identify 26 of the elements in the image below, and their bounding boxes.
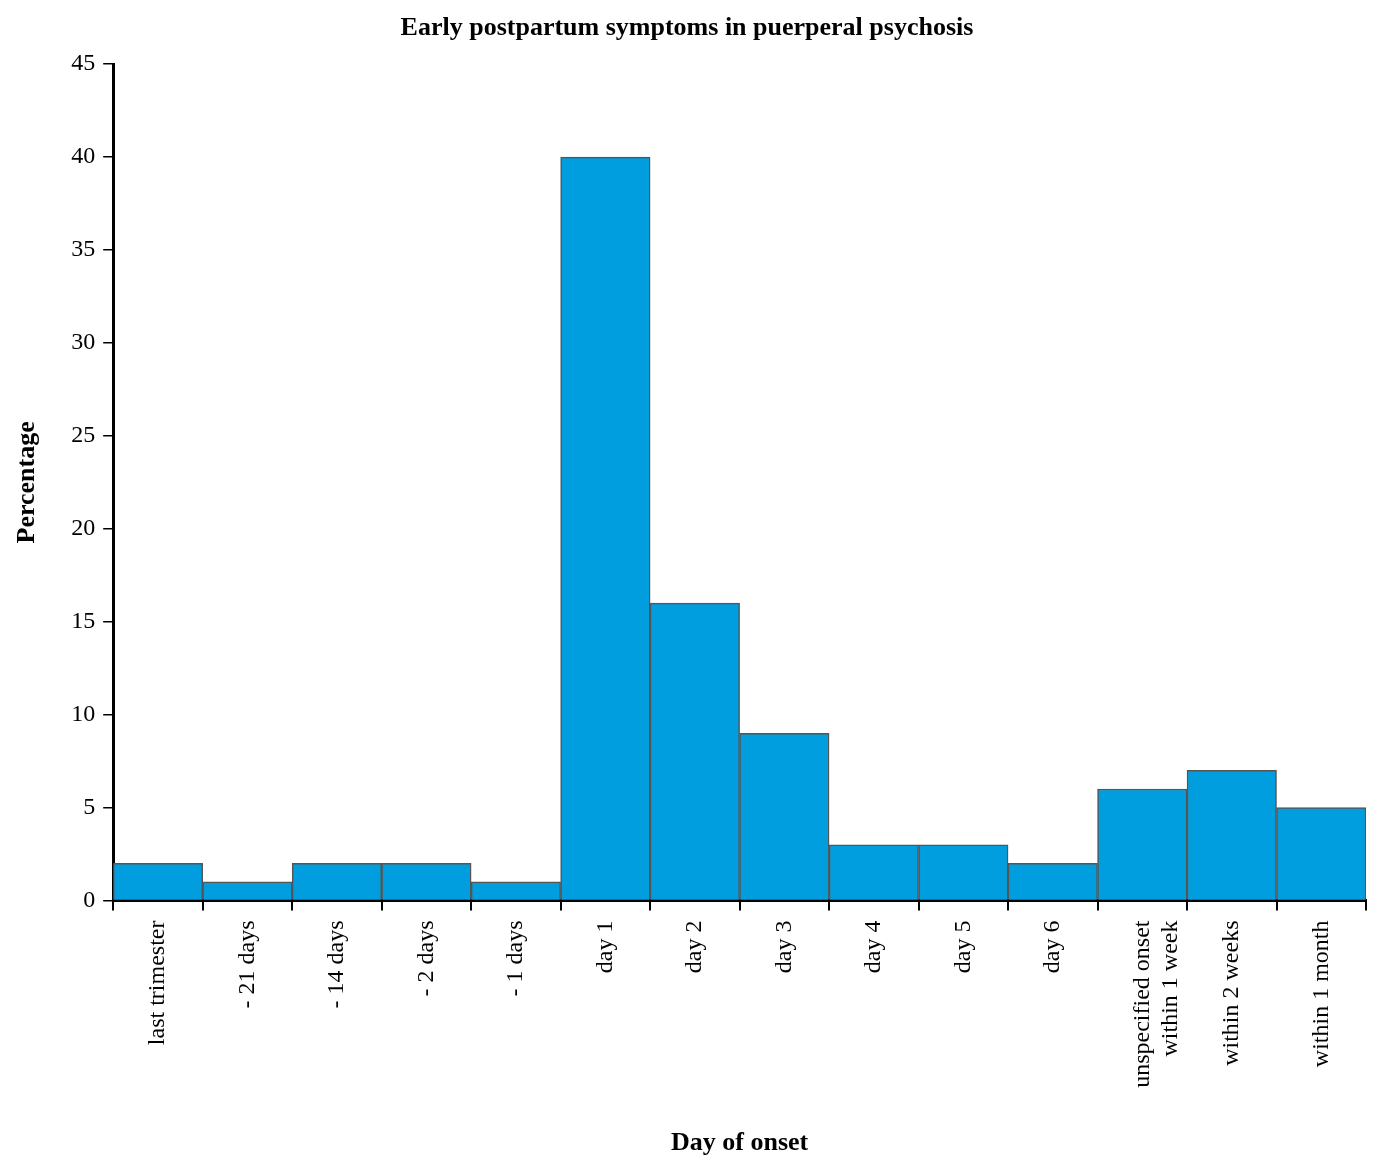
x-tick-label: last trimester [143, 920, 170, 1046]
x-axis-title: Day of onset [670, 1127, 809, 1157]
x-tick-label: - 2 days [411, 920, 438, 997]
x-tick-label: day 3 [769, 920, 796, 974]
x-tick-label: within 1 month [1306, 920, 1333, 1068]
y-tick-label: 25 [71, 421, 96, 448]
y-tick-label: 30 [71, 328, 96, 355]
y-tick-label: 35 [71, 235, 96, 262]
x-tick-label: day 4 [859, 920, 886, 974]
x-tick-label: day 5 [948, 920, 975, 974]
x-tick-label: - 1 days [501, 920, 528, 997]
x-tick-label: within 2 weeks [1217, 920, 1244, 1066]
y-tick-label: 15 [71, 607, 96, 634]
y-tick-label: 5 [83, 792, 96, 819]
x-tick-label: - 14 days [322, 920, 349, 1009]
x-tick-label: day 1 [590, 920, 617, 974]
y-tick-label: 0 [83, 885, 96, 912]
y-tick-label: 20 [71, 514, 96, 541]
x-tick-label: day 6 [1038, 920, 1065, 974]
y-tick-label: 45 [71, 49, 96, 76]
x-tick-label: - 21 days [232, 920, 259, 1009]
chart-title: Early postpartum symptoms in puerperal psychosis [400, 12, 974, 42]
x-tick-label: day 2 [680, 920, 707, 974]
y-tick-label: 10 [71, 699, 96, 726]
y-axis-title: Percentage [11, 421, 41, 544]
y-tick-label: 40 [71, 142, 96, 169]
